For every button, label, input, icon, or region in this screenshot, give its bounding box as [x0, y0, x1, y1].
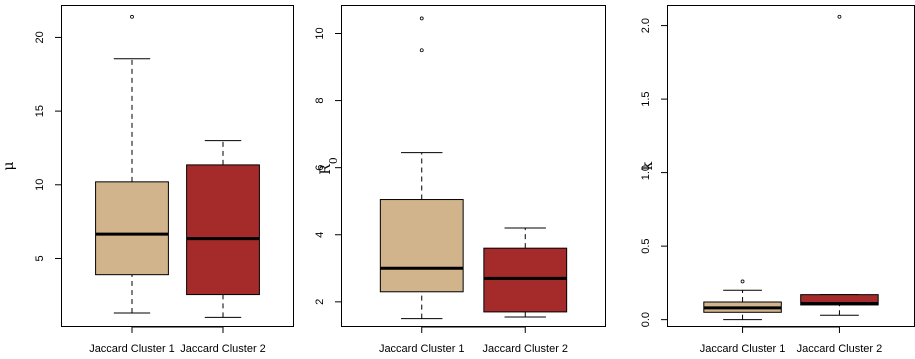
- box-group-1: Jaccard Cluster 1: [700, 279, 786, 355]
- y-tick-label: 2: [314, 299, 326, 305]
- y-tick-label: 1.0: [640, 165, 652, 180]
- y-axis-title: k: [640, 161, 656, 170]
- y-tick-label: 8: [314, 98, 326, 104]
- y-tick-label: 20: [34, 31, 46, 43]
- y-axis-title-subscript: 0: [327, 157, 340, 164]
- category-label: Jaccard Cluster 1: [379, 343, 465, 355]
- chart-panel-1: 5 10 15 20 μ Jaccard Cluster 1 Jaccard Cluster…: [1, 5, 294, 355]
- outlier-point: [419, 48, 424, 53]
- category-label: Jaccard Cluster 1: [700, 343, 786, 355]
- chart-panel-2: 2 4 6 8 10 R0 Jaccard Cluster 1 Jaccard Cluster…: [314, 5, 606, 355]
- box-group-2: Jaccard Cluster 2: [180, 140, 266, 355]
- outlier-point: [130, 14, 134, 19]
- category-label: Jaccard Cluster 1: [89, 343, 175, 355]
- box-group-1: Jaccard Cluster 1: [379, 16, 465, 355]
- outlier-point: [837, 14, 842, 19]
- box-group-2: Jaccard Cluster 2: [482, 227, 568, 355]
- y-axis-title: μ: [1, 161, 17, 170]
- category-label: Jaccard Cluster 2: [180, 343, 266, 355]
- y-tick-label: 4: [314, 232, 326, 238]
- box-iqr: [186, 164, 260, 296]
- box-group-1: Jaccard Cluster 1: [89, 14, 175, 355]
- category-label: Jaccard Cluster 2: [797, 343, 883, 355]
- outlier-point: [740, 279, 745, 284]
- y-tick-label: 5: [34, 255, 46, 261]
- box-iqr: [95, 181, 169, 276]
- outlier-point: [419, 16, 424, 21]
- box-iqr: [379, 199, 464, 293]
- category-label: Jaccard Cluster 2: [482, 343, 568, 355]
- chart-panel-3: 0.0 0.5 1.0 1.5 2.0 k Jaccard Cluster 1 Jaccard…: [640, 5, 915, 355]
- y-tick-label: 0.5: [640, 238, 652, 253]
- plot-frame: [667, 5, 915, 327]
- y-tick-label: 2.0: [640, 18, 652, 33]
- y-axis-title: R0: [318, 157, 340, 175]
- y-tick-label: 10: [314, 27, 326, 39]
- box-iqr: [483, 247, 568, 313]
- y-tick-label: 15: [34, 105, 46, 117]
- y-tick-label: 1.5: [640, 91, 652, 106]
- y-tick-label: 0.0: [640, 312, 652, 327]
- y-tick-label: 10: [34, 179, 46, 191]
- box-group-2: Jaccard Cluster 2: [797, 14, 883, 355]
- y-tick-label: 6: [314, 165, 326, 171]
